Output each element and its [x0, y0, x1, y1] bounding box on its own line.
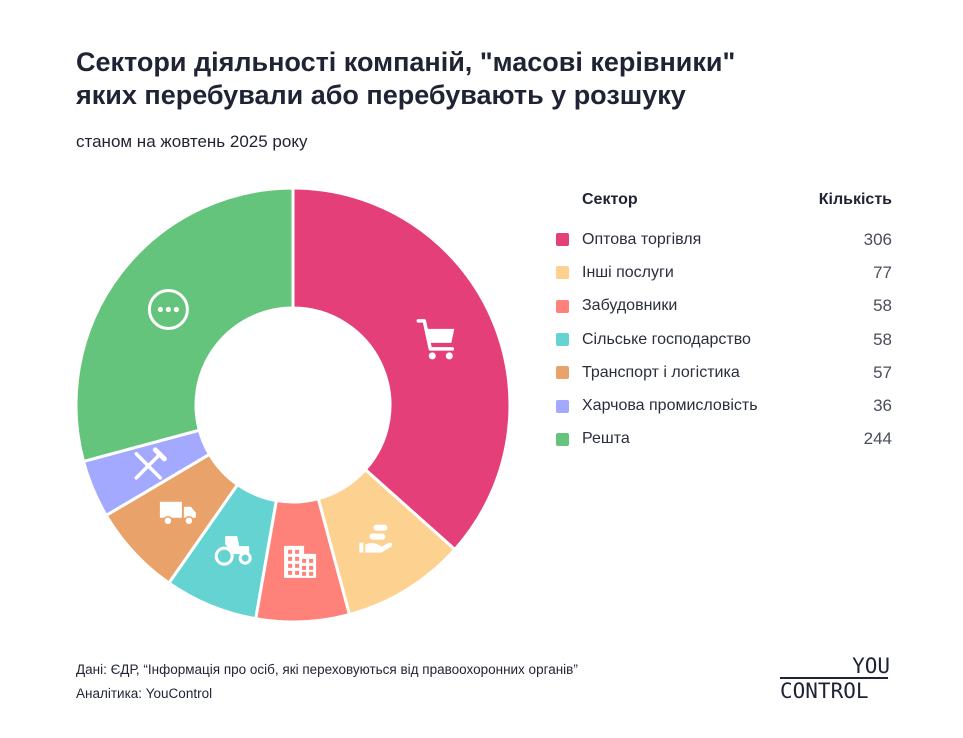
donut-slice: [291, 186, 512, 552]
legend-item: Оптова торгівля 306: [556, 223, 892, 256]
legend-value: 77: [873, 262, 892, 282]
legend-item: Транспорт і логістика 57: [556, 356, 892, 389]
logo-line2: CONTROL: [780, 677, 888, 702]
legend-label: Забудовники: [582, 297, 678, 315]
legend-rows: Оптова торгівля 306 Інші послуги 77 Забудовн…: [556, 223, 892, 456]
chart-title-line2: яких перебували або перебувають у розшук…: [76, 80, 686, 110]
more-icon: [147, 289, 189, 331]
source-note: Дані: ЄДР, “Інформація про осіб, які пер…: [76, 662, 578, 677]
legend: Сектор Кількість Оптова торгівля 306 Інші …: [556, 190, 892, 456]
youcontrol-logo: YOU CONTROL: [780, 655, 892, 702]
legend-label: Харчова промисловість: [582, 397, 758, 415]
building-icon: [284, 545, 317, 578]
donut-chart: [74, 186, 512, 624]
legend-item: Харчова промисловість 36: [556, 389, 892, 422]
legend-swatch: [556, 366, 569, 380]
legend-header: Сектор Кількість: [556, 190, 892, 210]
legend-header-count: Кількість: [818, 191, 892, 208]
footer: Дані: ЄДР, “Інформація про осіб, які пер…: [76, 658, 578, 706]
truck-icon: [159, 501, 196, 526]
legend-swatch: [556, 399, 569, 413]
legend-value: 58: [873, 296, 892, 316]
legend-label: Інші послуги: [582, 263, 674, 281]
legend-value: 306: [863, 229, 892, 249]
legend-value: 57: [873, 362, 892, 382]
legend-value: 244: [863, 429, 892, 449]
tractor-icon: [214, 536, 252, 566]
legend-swatch: [556, 432, 569, 446]
legend-item: Інші послуги 77: [556, 256, 892, 289]
legend-label: Оптова торгівля: [582, 230, 702, 248]
legend-swatch: [556, 233, 569, 247]
legend-header-sector: Сектор: [582, 191, 638, 208]
legend-value: 36: [873, 396, 892, 416]
chart-title: Сектори діяльності компаній, "масові кер…: [76, 46, 896, 112]
legend-value: 58: [873, 329, 892, 349]
analytics-note: Аналітика: YouControl: [76, 686, 213, 701]
chart-title-line1: Сектори діяльності компаній, "масові кер…: [76, 47, 736, 77]
donut-slice: [74, 186, 295, 463]
legend-swatch: [556, 299, 569, 313]
legend-swatch: [556, 266, 569, 280]
legend-label: Сільське господарство: [582, 330, 751, 348]
legend-item: Решта 244: [556, 423, 892, 456]
legend-swatch: [556, 333, 569, 347]
logo-line1: YOU: [852, 654, 890, 678]
legend-item: Сільське господарство 58: [556, 323, 892, 356]
legend-label: Решта: [582, 430, 630, 448]
fork-knife-icon: [134, 447, 167, 480]
chart-subtitle: станом на жовтень 2025 року: [76, 132, 308, 151]
legend-label: Транспорт і логістика: [582, 363, 740, 381]
services-icon: [359, 524, 393, 553]
legend-item: Забудовники 58: [556, 290, 892, 323]
cart-icon: [416, 319, 455, 360]
